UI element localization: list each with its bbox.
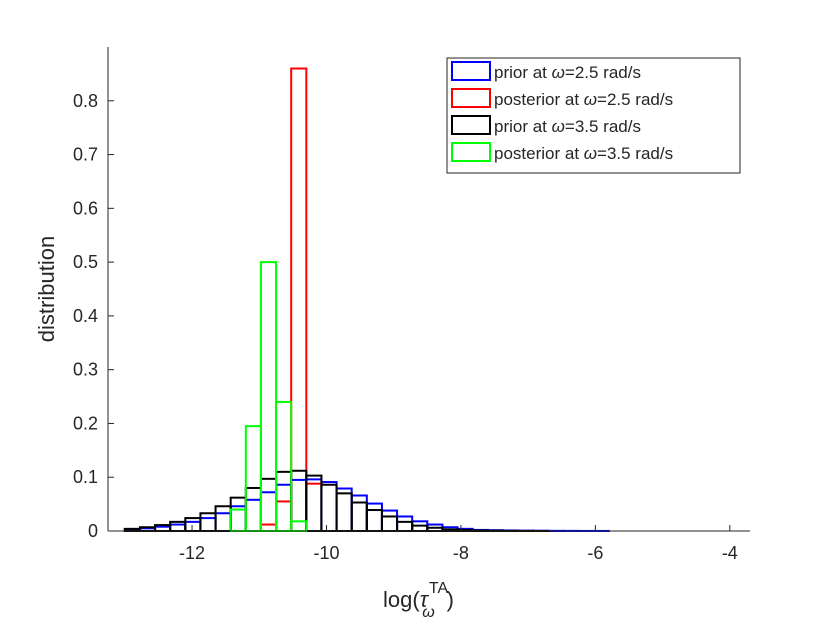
x-tick-label: -12: [179, 543, 205, 563]
legend-swatch-2: [451, 88, 491, 108]
legend-label-1: prior at ω=2.5 rad/s: [494, 63, 641, 82]
legend: prior at ω=2.5 rad/s posterior at ω=2.5 r…: [446, 57, 741, 174]
legend-swatch-1: [451, 61, 491, 81]
y-tick-label: 0.8: [73, 91, 98, 111]
x-axis-label-superscript: TA: [429, 580, 449, 597]
y-tick-label: 0.4: [73, 306, 98, 326]
x-tick-label: -4: [722, 543, 738, 563]
ticks-layer: -12 -10 -8 -6 -4 0 0.1 0.2 0.3 0.4 0.5 0.6 0.7 0.8: [73, 91, 738, 563]
y-tick-label: 0: [88, 521, 98, 541]
legend-swatch-3: [451, 115, 491, 135]
x-tick-label: -8: [453, 543, 469, 563]
legend-label-3: prior at ω=3.5 rad/s: [494, 117, 641, 136]
x-tick-label: -6: [587, 543, 603, 563]
x-axis-label-suffix: ): [447, 587, 454, 612]
axes-layer: [107, 47, 750, 532]
y-tick-label: 0.6: [73, 198, 98, 218]
legend-box: [446, 57, 741, 174]
y-tick-label: 0.1: [73, 467, 98, 487]
legend-swatch-4: [451, 142, 491, 162]
legend-label-4: posterior at ω=3.5 rad/s: [494, 144, 673, 163]
x-tick-label: -10: [313, 543, 339, 563]
x-axis-label: log(τTA ω): [383, 580, 454, 621]
y-axis-label: distribution: [34, 236, 59, 342]
y-tick-label: 0.2: [73, 413, 98, 433]
x-axis-label-tau: τ: [420, 587, 430, 612]
x-axis-label-subscript: ω: [422, 604, 434, 621]
y-tick-label: 0.7: [73, 145, 98, 165]
x-axis-label-prefix: log(: [383, 587, 420, 612]
legend-label-2: posterior at ω=2.5 rad/s: [494, 90, 673, 109]
y-tick-label: 0.5: [73, 252, 98, 272]
y-tick-label: 0.3: [73, 360, 98, 380]
